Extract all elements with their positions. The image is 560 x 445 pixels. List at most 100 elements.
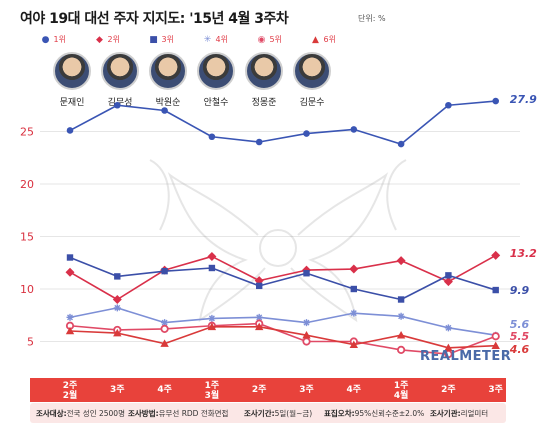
legend-marker-icon: ◆	[96, 35, 103, 45]
x-tick-label: 4주	[347, 384, 362, 395]
data-point	[303, 130, 310, 137]
x-tick-label: 3주	[488, 384, 503, 395]
series-line	[69, 307, 496, 336]
data-point	[303, 319, 310, 327]
legend-item: ■ 3위	[148, 34, 174, 48]
data-point	[161, 267, 168, 275]
x-axis-band: 2주 2월 3주 4주 1주 3월 2주 3주 4주 1주 4월 2주 3주	[30, 378, 506, 402]
footer-item-method: 조사방법:유무선 RDD 전화면접	[128, 409, 229, 418]
legend-rank: 4위	[213, 35, 228, 44]
legend-marker-icon: ◉	[257, 35, 266, 45]
legend-item: ◆ 2위	[94, 34, 120, 48]
data-point	[491, 250, 501, 260]
data-point	[256, 282, 263, 290]
data-point	[302, 337, 311, 346]
candidate-card: 정몽준	[240, 52, 288, 108]
data-point	[207, 251, 217, 261]
data-point	[65, 267, 75, 277]
data-point	[208, 133, 216, 141]
series-line	[69, 100, 496, 145]
data-point	[161, 319, 169, 327]
data-point	[349, 340, 358, 348]
series-박원순: 9.9	[66, 254, 530, 303]
data-point	[302, 331, 311, 339]
data-point	[445, 272, 452, 279]
x-tick-label: 1주 4월	[394, 380, 409, 401]
data-point	[114, 101, 121, 109]
data-point	[491, 341, 500, 349]
legend-item: ▲ 6위	[310, 34, 336, 48]
data-point	[66, 313, 74, 321]
series-line	[69, 254, 497, 301]
data-point	[66, 127, 74, 134]
footer-item-target: 조사대상:전국 성인 2500명	[36, 409, 125, 418]
chart-series: 27.9 13.2 9.9 5.65.54.6	[65, 93, 537, 359]
series-line	[69, 256, 496, 301]
end-value-label: 13.2	[510, 247, 537, 260]
end-value-label: 5.5	[510, 330, 530, 343]
footer-item-period: 조사기간:5일(월~금)	[244, 409, 313, 418]
candidate-name: 김무성	[107, 98, 133, 108]
y-tick-label: 15	[20, 231, 34, 244]
data-point	[255, 313, 263, 321]
series-김무성: 13.2	[65, 247, 537, 304]
legend-item: ● 1위	[40, 34, 66, 48]
candidate-name: 정몽준	[251, 98, 277, 108]
legend-rank: 2위	[105, 35, 120, 44]
data-point	[396, 345, 406, 354]
data-point	[350, 285, 357, 293]
data-point	[397, 296, 405, 303]
data-point	[255, 322, 264, 331]
series-정몽준: 5.5	[65, 319, 530, 359]
candidate-name: 김문수	[299, 98, 325, 108]
y-tick-label: 20	[20, 178, 34, 191]
data-point	[255, 138, 263, 146]
data-point	[443, 277, 453, 287]
data-point	[113, 304, 121, 312]
footer-item-margin: 표집오차:95%신뢰수준±2.0%	[324, 409, 425, 418]
legend-rank: 5위	[267, 35, 282, 44]
data-point	[113, 328, 122, 337]
legend-rank: 6위	[321, 35, 336, 44]
candidate-card: 안철수	[192, 52, 240, 108]
footer-item-agency: 조사기관:리얼미터	[430, 409, 489, 418]
avatar	[197, 52, 235, 90]
series-line	[69, 325, 496, 349]
x-tick-label: 2주	[441, 384, 456, 395]
candidate-name: 문재인	[59, 98, 85, 108]
data-point	[397, 312, 405, 320]
data-point	[112, 295, 122, 304]
candidate-card: 김문수	[288, 52, 336, 108]
avatar	[245, 52, 283, 90]
legend-marker-icon: ✳	[203, 35, 212, 45]
realmeter-watermark: REALMETER	[420, 349, 512, 364]
x-axis-band-bg	[30, 378, 506, 402]
end-value-label: 9.9	[510, 284, 530, 297]
series-line	[69, 322, 496, 355]
legend-marker-icon: ■	[149, 35, 158, 45]
y-tick-label: 25	[20, 126, 34, 139]
series-김문수: 4.6	[65, 322, 530, 356]
candidate-name: 박원순	[155, 98, 181, 108]
data-point	[492, 286, 499, 294]
legend-marker-icon: ●	[41, 35, 50, 45]
candidate-portraits: 문재인 김무성 박원순 안철수 정몽준 김문수	[48, 52, 368, 118]
data-point	[303, 270, 310, 277]
end-value-label: 4.6	[509, 343, 530, 356]
data-point	[208, 314, 216, 322]
data-point	[66, 254, 74, 261]
data-point	[444, 324, 452, 332]
x-tick-label: 2주	[252, 384, 267, 395]
candidate-name: 안철수	[203, 98, 229, 108]
data-point	[114, 273, 121, 280]
y-tick-label: 10	[20, 283, 34, 296]
x-tick-label: 4주	[157, 384, 172, 395]
x-tick-label: 3주	[299, 384, 314, 395]
unit-label: 단위: %	[358, 14, 386, 23]
phoenix-emblem-icon	[149, 159, 407, 323]
data-point	[444, 343, 453, 352]
legend-rank: 1위	[51, 35, 66, 44]
data-point	[160, 324, 169, 333]
x-tick-label: 2주 2월	[63, 380, 78, 401]
data-point	[208, 264, 216, 272]
